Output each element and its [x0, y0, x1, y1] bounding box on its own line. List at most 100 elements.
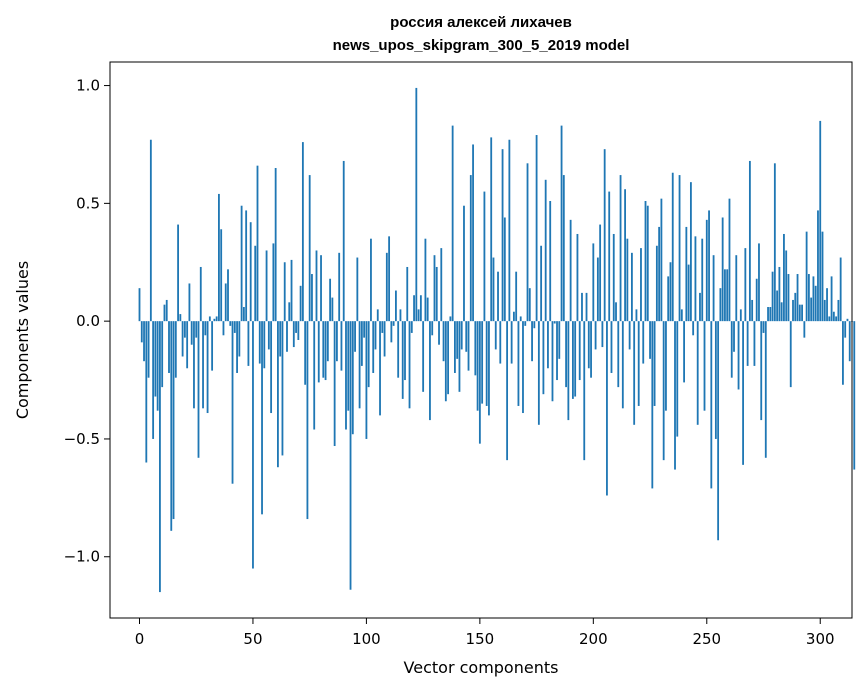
- y-axis-ticks: −1.0 −0.5 0.0 0.5 1.0: [64, 77, 110, 566]
- bar-258: [724, 269, 726, 322]
- bar-218: [633, 321, 636, 425]
- bar-147: [472, 144, 474, 322]
- bar-39: [227, 269, 229, 322]
- bar-230: [660, 198, 663, 322]
- plot-frame: [109, 61, 853, 619]
- bar-236: [674, 321, 676, 470]
- bar-67: [290, 259, 293, 322]
- bar-305: [830, 276, 833, 322]
- bar-150: [478, 321, 481, 444]
- bar-107: [381, 321, 384, 333]
- bar-144: [465, 321, 468, 352]
- bar-33: [213, 318, 216, 322]
- bar-63: [281, 321, 284, 456]
- bar-98: [360, 321, 363, 366]
- bar-222: [642, 321, 645, 364]
- bar-194: [578, 321, 581, 381]
- bar-192: [574, 321, 577, 397]
- bar-242: [687, 264, 690, 322]
- x-tick-label: 0: [135, 630, 145, 648]
- bar-285: [785, 250, 788, 322]
- bar-102: [370, 238, 372, 322]
- bar-264: [737, 321, 740, 390]
- bar-32: [211, 321, 214, 371]
- bar-211: [617, 321, 620, 388]
- bar-281: [776, 290, 779, 322]
- bar-146: [469, 175, 472, 322]
- bar-165: [512, 311, 515, 322]
- bar-69: [295, 321, 297, 333]
- bar-94: [351, 321, 354, 435]
- bar-159: [499, 321, 502, 364]
- bar-14: [170, 321, 173, 531]
- bar-28: [202, 321, 204, 409]
- bar-126: [424, 238, 427, 322]
- bar-100: [365, 321, 368, 439]
- bar-279: [771, 271, 774, 322]
- y-tick-label: −0.5: [64, 430, 100, 448]
- bar-231: [662, 321, 665, 461]
- chart-title-line-1: россия алексей лихачев: [390, 14, 572, 31]
- bar-106: [379, 321, 381, 416]
- bar-272: [755, 278, 758, 322]
- bar-216: [628, 321, 631, 350]
- y-tick-label: −1.0: [64, 548, 100, 566]
- bar-117: [404, 321, 406, 381]
- bar-27: [199, 266, 202, 322]
- bar-86: [333, 321, 336, 447]
- bar-151: [481, 321, 484, 404]
- bar-311: [844, 321, 847, 338]
- bar-201: [594, 321, 597, 350]
- bar-160: [501, 149, 504, 322]
- bar-53: [258, 321, 261, 364]
- bar-251: [708, 210, 710, 322]
- bar-167: [517, 321, 520, 406]
- bar-79: [317, 321, 320, 383]
- bar-46: [242, 307, 245, 322]
- bar-137: [449, 316, 452, 322]
- bar-184: [556, 321, 558, 381]
- bar-225: [649, 321, 651, 359]
- bar-105: [376, 309, 379, 322]
- bar-171: [526, 163, 529, 322]
- bar-8: [156, 321, 159, 411]
- bar-228: [655, 245, 658, 322]
- bar-112: [392, 321, 395, 326]
- bar-72: [301, 142, 304, 322]
- bar-203: [599, 224, 602, 322]
- bar-166: [515, 271, 518, 322]
- bar-260: [728, 198, 731, 322]
- bar-60: [274, 168, 277, 322]
- bar-76: [311, 274, 313, 322]
- x-tick-label: 300: [806, 630, 835, 648]
- bar-168: [519, 316, 522, 322]
- bar-125: [422, 321, 425, 392]
- bar-163: [508, 139, 511, 322]
- bar-188: [565, 321, 567, 388]
- bar-31: [208, 316, 211, 322]
- y-tick-label: 1.0: [76, 77, 100, 95]
- bar-291: [798, 304, 801, 322]
- bar-40: [229, 321, 232, 326]
- bar-9: [159, 321, 161, 593]
- bar-49: [249, 222, 252, 322]
- bar-83: [326, 321, 329, 362]
- bar-183: [553, 321, 556, 324]
- bar-127: [426, 297, 429, 322]
- x-tick-label: 200: [579, 630, 608, 648]
- bar-198: [587, 321, 590, 369]
- bar-68: [292, 321, 295, 348]
- bar-296: [810, 297, 813, 322]
- bar-174: [533, 321, 536, 329]
- bar-62: [279, 321, 282, 357]
- bar-288: [792, 299, 794, 322]
- bar-287: [789, 321, 792, 388]
- bar-221: [640, 248, 642, 322]
- bar-113: [395, 290, 397, 322]
- bar-115: [399, 309, 402, 322]
- bar-191: [571, 321, 574, 399]
- chart-title-line-2: news_upos_skipgram_300_5_2019 model: [333, 37, 630, 54]
- bar-215: [626, 238, 629, 322]
- bar-214: [624, 189, 626, 322]
- bar-158: [497, 271, 499, 322]
